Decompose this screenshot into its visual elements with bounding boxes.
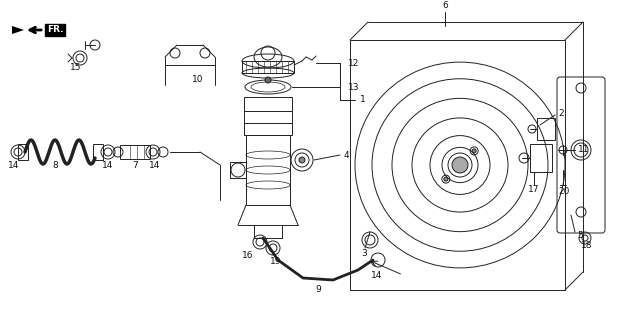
Text: 16: 16 [242,251,254,260]
Text: 14: 14 [8,161,20,170]
Text: 8: 8 [52,161,58,170]
Text: 7: 7 [132,161,138,170]
Circle shape [452,157,468,173]
Bar [93,144,103,160]
Text: 14: 14 [149,161,161,170]
Text: 6: 6 [442,2,448,11]
Text: 1: 1 [360,95,366,105]
Circle shape [265,77,271,83]
Bar [18,144,28,160]
Bar [120,145,150,159]
Text: 5: 5 [577,231,582,241]
Text: 2: 2 [558,108,564,117]
Bar [230,162,246,178]
Bar [350,40,565,290]
Circle shape [299,157,305,163]
Text: 4: 4 [344,150,349,159]
Polygon shape [12,26,24,34]
Text: 20: 20 [558,188,570,196]
Text: 18: 18 [581,242,592,251]
Text: 13: 13 [348,83,359,92]
Text: 17: 17 [528,186,540,195]
Text: FR.: FR. [47,26,64,35]
Text: 14: 14 [102,161,114,170]
Text: 14: 14 [371,270,382,279]
Text: 9: 9 [315,285,321,294]
Text: 3: 3 [361,249,367,258]
Text: 11: 11 [578,146,589,155]
Bar [244,97,292,135]
Text: 15: 15 [70,63,82,73]
Text: 19: 19 [270,258,282,267]
Bar [246,135,290,205]
Circle shape [444,177,448,181]
Text: 10: 10 [192,76,204,84]
Bar [537,118,555,140]
Text: 12: 12 [348,59,359,68]
Bar [530,144,552,172]
Bar [242,61,294,73]
Circle shape [472,149,476,153]
